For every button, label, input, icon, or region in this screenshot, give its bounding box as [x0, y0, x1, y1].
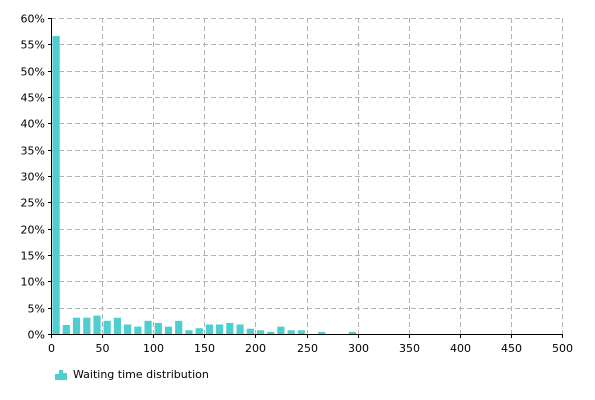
y-tick-label: 50% [21, 66, 45, 79]
grid-lines [51, 18, 563, 334]
histogram-bar [185, 330, 192, 334]
x-tick-label: 100 [143, 342, 164, 355]
x-tick-label: 450 [501, 342, 522, 355]
y-tick-label: 30% [21, 171, 45, 184]
y-tick-label: 15% [21, 250, 45, 263]
x-tick-label: 0 [48, 342, 55, 355]
bars [53, 36, 357, 334]
histogram-bar [257, 330, 264, 334]
y-tick-label: 10% [21, 276, 45, 289]
y-tick-label: 20% [21, 224, 45, 237]
histogram-bar [63, 325, 70, 334]
legend-label: Waiting time distribution [73, 368, 209, 381]
y-tick-label: 0% [28, 329, 45, 342]
histogram-bar [134, 327, 141, 334]
axes [48, 18, 563, 338]
histogram-bar [104, 321, 111, 334]
histogram-bar [318, 332, 325, 334]
histogram-bar [53, 36, 60, 334]
histogram-bar [288, 330, 295, 334]
histogram-bar [349, 332, 356, 334]
histogram-bar [237, 325, 244, 335]
histogram-bar [226, 323, 233, 334]
histogram-bar [175, 321, 182, 334]
histogram-bar [114, 318, 121, 334]
histogram-bar [277, 327, 284, 334]
y-tick-label: 5% [28, 303, 45, 316]
legend: Waiting time distribution [55, 368, 209, 381]
histogram-bar [155, 323, 162, 334]
x-tick-label: 350 [399, 342, 420, 355]
histogram-bar [93, 316, 100, 334]
bar-chart-icon [55, 370, 67, 380]
histogram-bar [145, 321, 152, 334]
x-tick-labels: 0 50 100 150 200 250 300 350 400 450 500 [48, 342, 573, 355]
y-tick-label: 55% [21, 39, 45, 52]
histogram-bar [206, 325, 213, 335]
y-tick-label: 25% [21, 197, 45, 210]
histogram-bar [267, 332, 274, 334]
y-tick-label: 45% [21, 92, 45, 105]
y-tick-label: 35% [21, 145, 45, 158]
x-tick-label: 250 [297, 342, 318, 355]
histogram-bar [83, 318, 90, 334]
y-tick-label: 60% [21, 13, 45, 26]
histogram-bar [298, 330, 305, 334]
histogram-bar [124, 325, 131, 335]
x-tick-label: 500 [552, 342, 573, 355]
x-tick-label: 400 [450, 342, 471, 355]
histogram-bar [165, 327, 172, 334]
histogram-bar [247, 329, 254, 334]
y-tick-label: 40% [21, 118, 45, 131]
x-tick-label: 200 [245, 342, 266, 355]
x-tick-label: 300 [348, 342, 369, 355]
histogram-bar [216, 325, 223, 335]
histogram-bar [196, 328, 203, 334]
y-tick-labels: 0% 5% 10% 15% 20% 25% 30% 35% 40% 45% 50% 55% 60% [21, 13, 45, 342]
x-tick-label: 50 [96, 342, 110, 355]
histogram-bar [73, 318, 80, 334]
x-tick-label: 150 [194, 342, 215, 355]
